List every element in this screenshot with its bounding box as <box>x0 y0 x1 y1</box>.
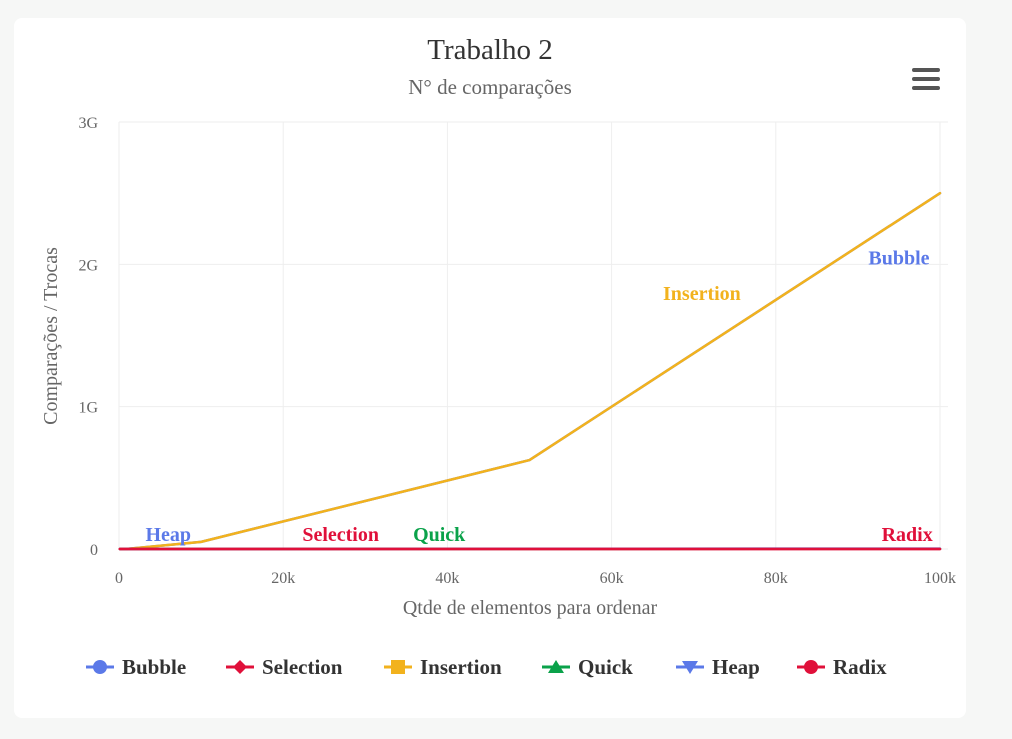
legend-item-insertion[interactable]: Insertion <box>384 655 502 679</box>
legend-item-quick[interactable]: Quick <box>542 655 633 679</box>
legend-label: Selection <box>262 655 343 679</box>
legend-item-selection[interactable]: Selection <box>226 655 343 679</box>
hamburger-menu-icon[interactable] <box>910 68 942 92</box>
legend-label: Bubble <box>122 655 186 679</box>
chart-card <box>14 18 966 718</box>
legend-marker-circle-icon <box>804 660 818 674</box>
legend-label: Insertion <box>420 655 502 679</box>
legend-item-heap[interactable]: Heap <box>676 655 760 679</box>
legend-label: Radix <box>833 655 887 679</box>
legend-marker-triangle-icon <box>548 660 564 673</box>
legend-marker-circle-icon <box>93 660 107 674</box>
legend-marker-diamond-icon <box>233 660 247 674</box>
legend-item-radix[interactable]: Radix <box>797 655 887 679</box>
legend-label: Heap <box>712 655 760 679</box>
legend-label: Quick <box>578 655 633 679</box>
legend-item-bubble[interactable]: Bubble <box>86 655 186 679</box>
legend-marker-square-icon <box>391 660 405 674</box>
legend-marker-triangle-down-icon <box>682 661 698 674</box>
